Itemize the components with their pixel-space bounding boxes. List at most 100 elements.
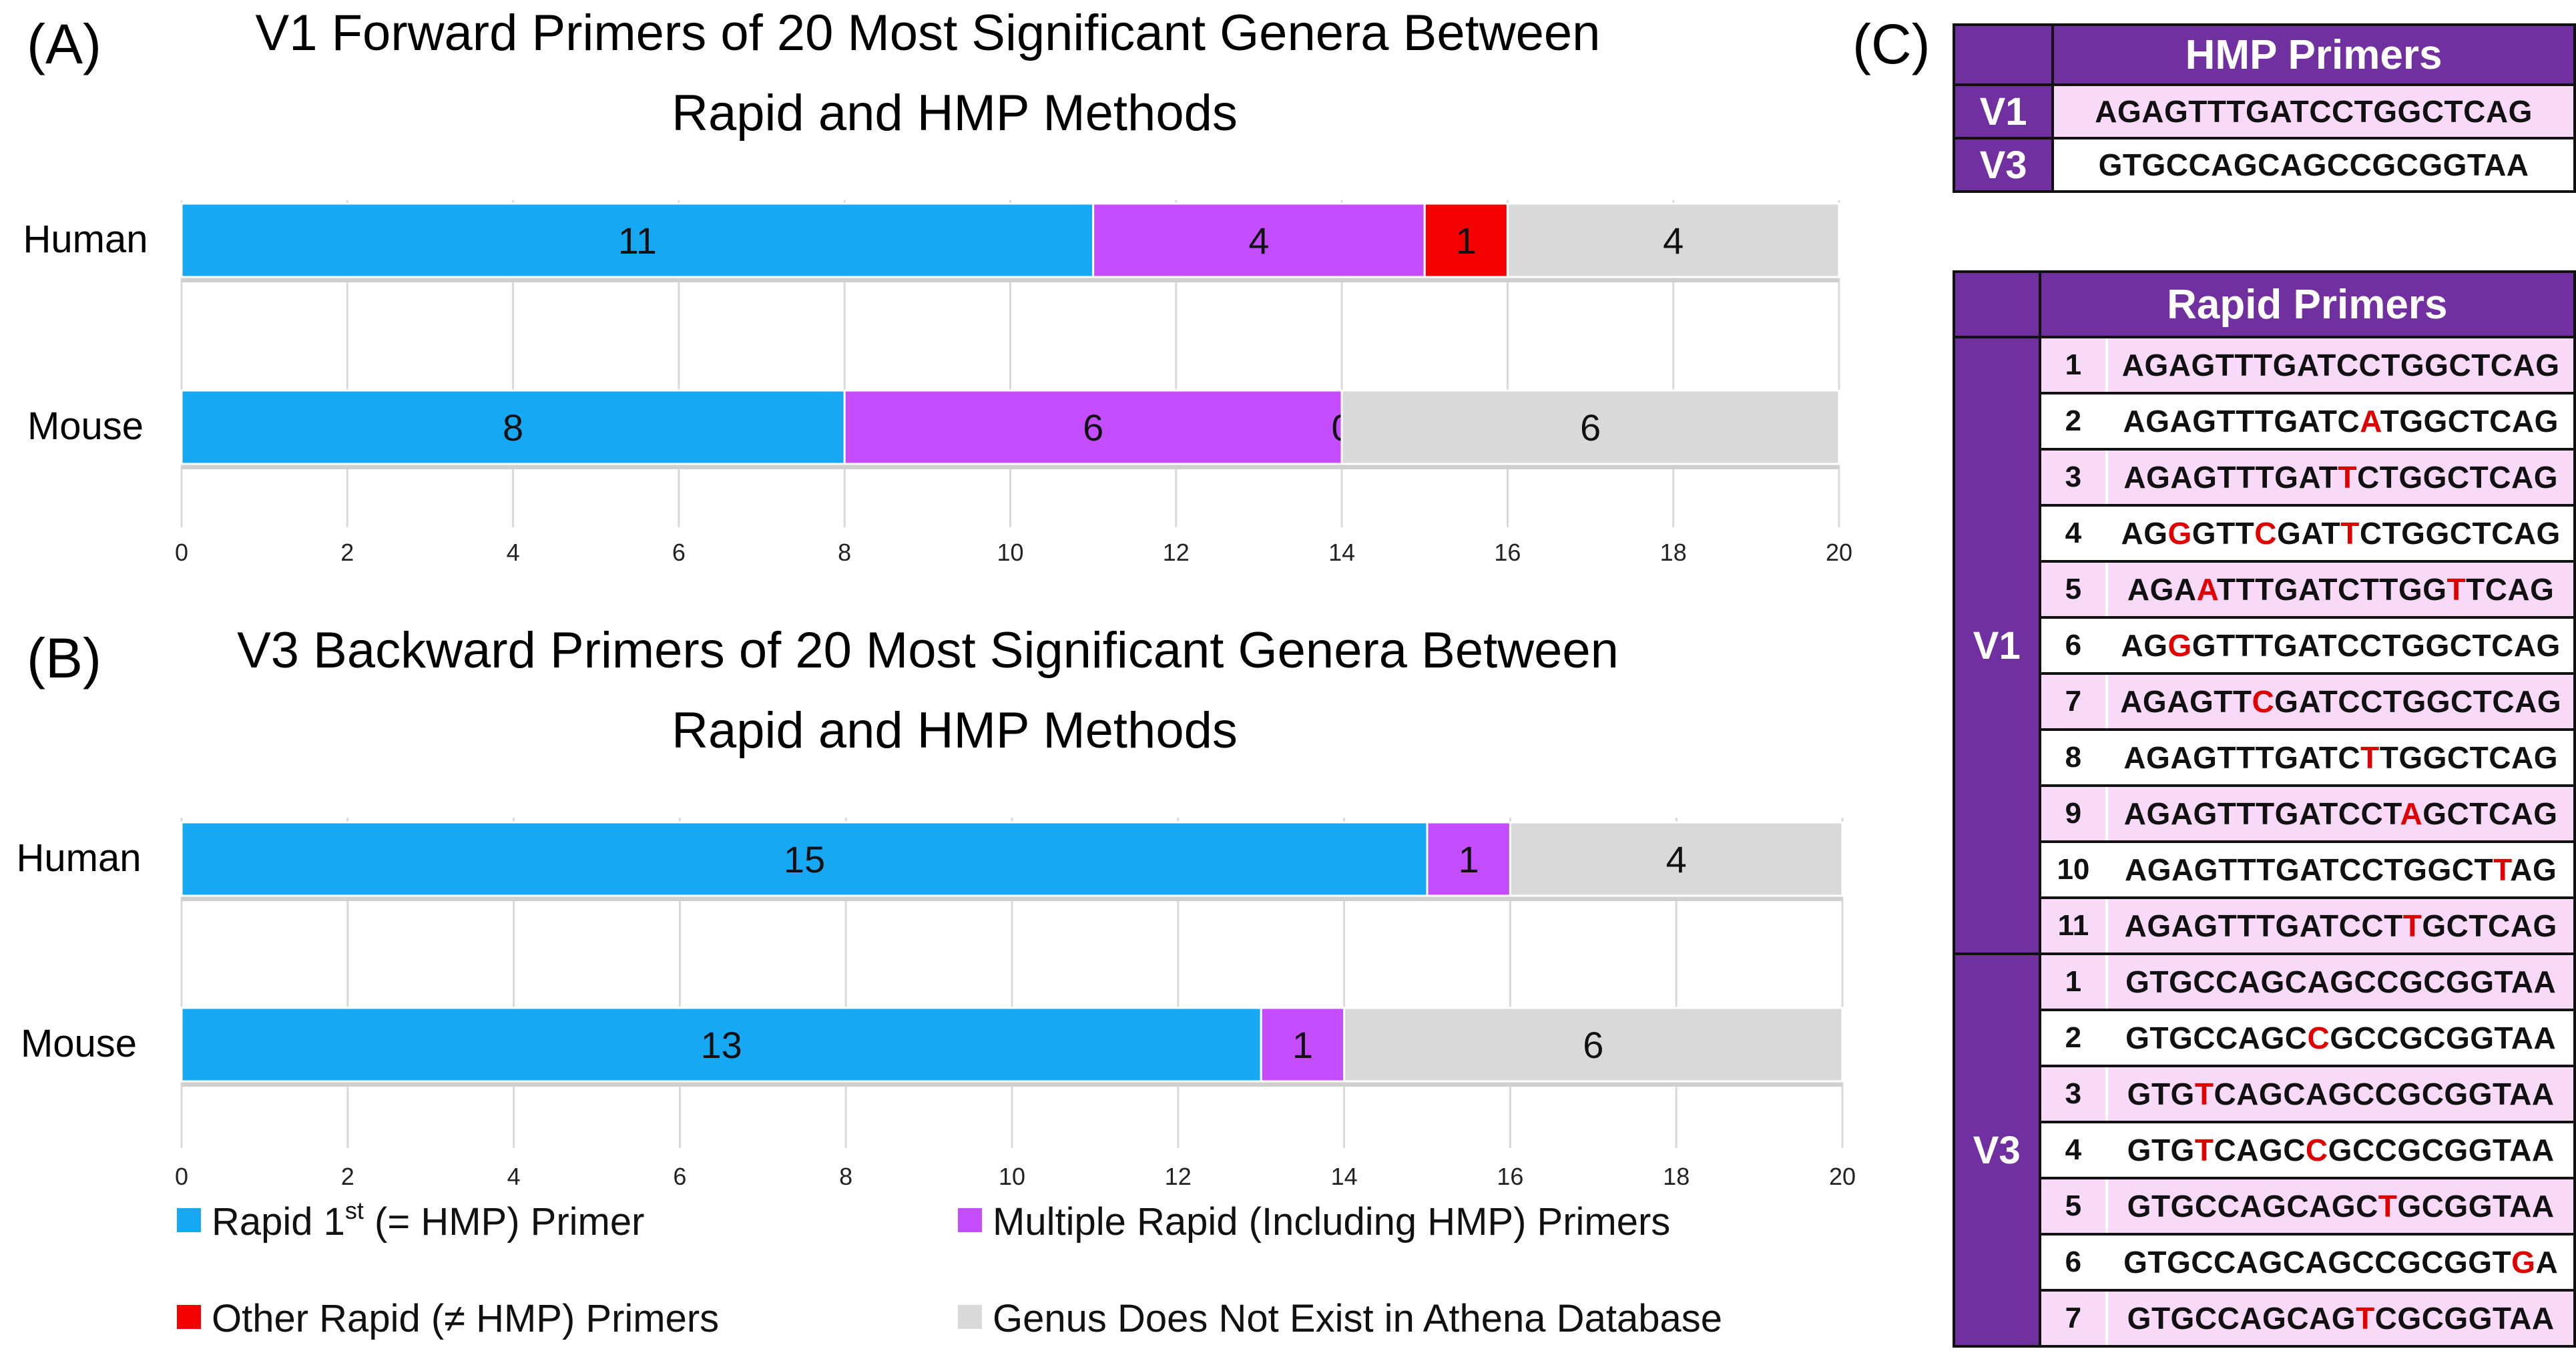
chart-a-tick-label: 8 xyxy=(838,539,851,566)
panel-label-a: (A) xyxy=(27,13,101,75)
rapid-row-sequence: AGAGTTTGATCATGGCTCAG xyxy=(2105,392,2576,451)
hmp-region-v1: V1 xyxy=(1952,83,2055,140)
chart-a-data-label: 8 xyxy=(503,406,523,449)
chart-b-bar-mouse-s2 xyxy=(1260,1007,1346,1083)
legend-swatch xyxy=(958,1208,982,1232)
chart-a-bar-mouse-s1 xyxy=(180,389,846,465)
hmp-seq-v1: AGAGTTTGATCCTGGCTCAG xyxy=(2051,83,2576,140)
rapid-row-sequence: GTGTCAGCCGCCGCGGTAA xyxy=(2105,1121,2576,1179)
legend-swatch xyxy=(958,1305,982,1329)
chart-b-category-label: Human xyxy=(17,836,142,880)
hmp-corner-cell xyxy=(1952,23,2055,86)
rapid-row-sequence: AGAGTTTGATCCTTGCTCAG xyxy=(2105,896,2576,955)
rapid-row-number: 7 xyxy=(2038,1289,2109,1348)
chart-a-data-label: 4 xyxy=(1663,220,1684,262)
chart-a-category-label: Human xyxy=(23,218,148,261)
chart-a-bar-mouse-s2 xyxy=(843,389,1343,465)
chart-b-bar-human-s1 xyxy=(180,821,1429,897)
chart-b-category-label: Mouse xyxy=(21,1022,137,1065)
rapid-row-number: 4 xyxy=(2038,504,2109,563)
chart-b-data-label: 4 xyxy=(1666,838,1687,880)
chart-a-bar-human-s2 xyxy=(1092,202,1426,278)
chart-b-data-label: 6 xyxy=(1583,1024,1603,1066)
chart-b-bar-mouse-s1 xyxy=(180,1007,1262,1083)
chart-b-tick-label: 10 xyxy=(999,1163,1025,1190)
rapid-row-sequence: AGAGTTTGATCTTGGCTCAG xyxy=(2105,728,2576,787)
rapid-row-sequence: AGAGTTTGATCCTAGCTCAG xyxy=(2105,784,2576,843)
rapid-row-number: 1 xyxy=(2038,952,2109,1011)
chart-b-bar-mouse-s4 xyxy=(1343,1007,1844,1083)
legend-swatch xyxy=(177,1305,201,1329)
chart-a-data-label: 4 xyxy=(1248,220,1269,262)
chart-a: V1 Forward Primers of 20 Most Significan… xyxy=(23,5,1853,566)
chart-a-bar-shadow xyxy=(182,276,1839,282)
chart-b: V3 Backward Primers of 20 Most Significa… xyxy=(17,622,1856,1190)
chart-b-data-label: 15 xyxy=(784,838,825,880)
chart-a-data-label: 6 xyxy=(1580,406,1601,449)
chart-b-bar-human-s4 xyxy=(1509,821,1844,897)
rapid-row-number: 3 xyxy=(2038,448,2109,507)
rapid-region-v1: V1 xyxy=(1953,336,2041,955)
rapid-row-number: 2 xyxy=(2038,392,2109,451)
rapid-row-number: 1 xyxy=(2038,336,2109,394)
chart-a-tick-label: 0 xyxy=(175,539,188,566)
chart-a-tick-label: 4 xyxy=(507,539,520,566)
rapid-row-number: 3 xyxy=(2038,1065,2109,1123)
chart-b-tick-label: 14 xyxy=(1331,1163,1358,1190)
rapid-row-number: 4 xyxy=(2038,1121,2109,1179)
legend: Rapid 1st (= HMP) Primer Multiple Rapid (… xyxy=(177,1197,1722,1340)
rapid-row-number: 6 xyxy=(2038,1233,2109,1292)
rapid-row-number: 11 xyxy=(2038,896,2109,955)
chart-b-tick-label: 12 xyxy=(1165,1163,1192,1190)
chart-b-data-label: 1 xyxy=(1459,838,1479,880)
rapid-row-sequence: GTGCCAGCCGCCGCGGTAA xyxy=(2105,1009,2576,1067)
chart-a-bar-mouse-s4 xyxy=(1340,389,1840,465)
chart-a-tick-label: 20 xyxy=(1826,539,1852,566)
chart-b-tick-label: 4 xyxy=(507,1163,521,1190)
chart-a-tick-label: 2 xyxy=(340,539,354,566)
rapid-row-number: 10 xyxy=(2038,840,2109,899)
chart-a-tick-label: 18 xyxy=(1660,539,1687,566)
rapid-table-title: Rapid Primers xyxy=(2038,270,2576,338)
rapid-row-number: 6 xyxy=(2038,616,2109,675)
chart-b-tick-label: 2 xyxy=(341,1163,354,1190)
rapid-row-sequence: GTGCCAGCAGTCGCGGTAA xyxy=(2105,1289,2576,1348)
chart-b-tick-label: 8 xyxy=(839,1163,852,1190)
rapid-primers-table: Rapid Primers V1 1 AGAGTTTGATCCTGGCTCAG 2 AGA… xyxy=(1953,270,2576,1348)
rapid-corner-cell xyxy=(1953,270,2041,338)
chart-a-bar-shadow xyxy=(182,463,1839,469)
panel-label-b: (B) xyxy=(27,627,101,690)
rapid-row-number: 8 xyxy=(2038,728,2109,787)
chart-a-data-label: 11 xyxy=(618,220,657,262)
rapid-row-sequence: GTGCCAGCAGCCGCGGTGA xyxy=(2105,1233,2576,1292)
chart-b-bar-human-s2 xyxy=(1426,821,1511,897)
chart-a-tick-label: 14 xyxy=(1328,539,1355,566)
rapid-region-v3: V3 xyxy=(1953,952,2041,1348)
chart-a-data-label: 6 xyxy=(1083,406,1103,449)
rapid-row-sequence: GTGCCAGCAGCCGCGGTAA xyxy=(2105,952,2576,1011)
hmp-primers-table: HMP Primers V1 AGAGTTTGATCCTGGCTCAG V3 G… xyxy=(1952,23,2576,193)
chart-a-data-label: 1 xyxy=(1456,220,1477,262)
chart-a-tick-label: 10 xyxy=(997,539,1023,566)
chart-a-category-label: Mouse xyxy=(27,404,144,448)
chart-b-tick-label: 16 xyxy=(1497,1163,1523,1190)
rapid-row-sequence: GTGCCAGCAGCTGCGGTAA xyxy=(2105,1177,2576,1236)
chart-b-tick-label: 18 xyxy=(1663,1163,1690,1190)
rapid-row-sequence: AGGGTTTGATCCTGGCTCAG xyxy=(2105,616,2576,675)
rapid-row-number: 2 xyxy=(2038,1009,2109,1067)
panel-label-c: (C) xyxy=(1852,13,1930,75)
chart-b-bar-shadow xyxy=(182,1080,1842,1087)
chart-b-title-line1: V3 Backward Primers of 20 Most Significa… xyxy=(237,622,1619,679)
rapid-row-number: 5 xyxy=(2038,1177,2109,1236)
rapid-row-sequence: AGAATTTGATCTTGGTTCAG xyxy=(2105,560,2576,619)
legend-swatch xyxy=(177,1208,201,1232)
chart-a-title-line1: V1 Forward Primers of 20 Most Significan… xyxy=(256,5,1601,61)
rapid-row-sequence: AGAGTTCGATCCTGGCTCAG xyxy=(2105,672,2576,731)
chart-b-tick-label: 20 xyxy=(1829,1163,1856,1190)
legend-label: Genus Does Not Exist in Athena Database xyxy=(993,1297,1722,1340)
chart-b-bar-shadow xyxy=(182,894,1842,901)
hmp-region-v3: V3 xyxy=(1952,137,2055,193)
rapid-row-sequence: AGAGTTTGATTCTGGCTCAG xyxy=(2105,448,2576,507)
chart-a-tick-label: 12 xyxy=(1163,539,1190,566)
chart-b-data-label: 1 xyxy=(1292,1024,1313,1066)
